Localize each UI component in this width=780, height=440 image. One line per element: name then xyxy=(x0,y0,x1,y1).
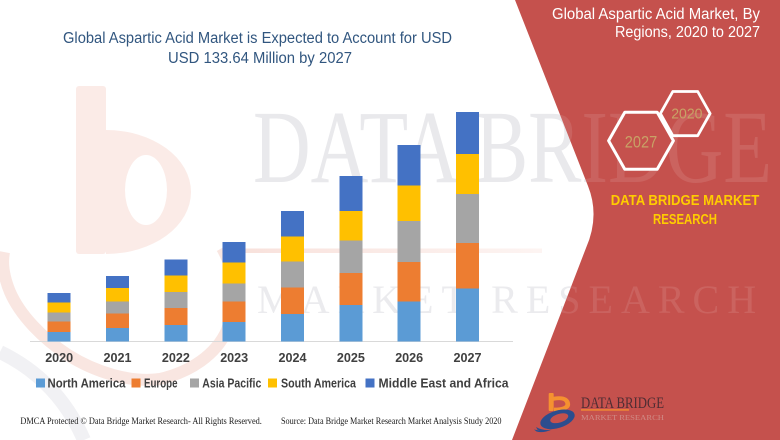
svg-text:Source: Data Bridge Market Res: Source: Data Bridge Market Research Mark… xyxy=(281,417,502,427)
svg-text:DATA BRIDGE: DATA BRIDGE xyxy=(581,395,664,412)
svg-text:2021: 2021 xyxy=(104,350,132,365)
svg-text:South America: South America xyxy=(281,376,357,391)
svg-text:2020: 2020 xyxy=(671,107,702,123)
svg-text:Global Aspartic Acid Market is: Global Aspartic Acid Market is Expected … xyxy=(63,30,452,47)
svg-text:North America: North America xyxy=(48,376,127,391)
svg-text:Asia Pacific: Asia Pacific xyxy=(202,376,261,391)
svg-text:2027: 2027 xyxy=(625,134,657,152)
svg-text:USD 133.64 Million by 2027: USD 133.64 Million by 2027 xyxy=(168,50,352,67)
svg-text:2020: 2020 xyxy=(45,350,73,365)
svg-text:2027: 2027 xyxy=(454,350,482,365)
svg-text:DMCA Protected © Data Bridge M: DMCA Protected © Data Bridge Market Rese… xyxy=(20,416,262,427)
svg-text:Europe: Europe xyxy=(144,376,178,391)
svg-text:RESEARCH: RESEARCH xyxy=(653,212,717,228)
svg-text:2026: 2026 xyxy=(395,350,423,365)
svg-text:Regions, 2020 to 2027: Regions, 2020 to 2027 xyxy=(615,24,760,41)
svg-text:MARKET RESEARCH: MARKET RESEARCH xyxy=(581,413,665,422)
svg-text:Global Aspartic Acid Market, B: Global Aspartic Acid Market, By xyxy=(552,6,760,23)
svg-text:Middle East and Africa: Middle East and Africa xyxy=(379,376,510,391)
svg-text:2025: 2025 xyxy=(337,350,365,365)
svg-text:DATA BRIDGE MARKET: DATA BRIDGE MARKET xyxy=(611,193,760,209)
svg-text:2023: 2023 xyxy=(220,350,248,365)
svg-text:2022: 2022 xyxy=(162,350,190,365)
svg-text:2024: 2024 xyxy=(279,350,308,365)
